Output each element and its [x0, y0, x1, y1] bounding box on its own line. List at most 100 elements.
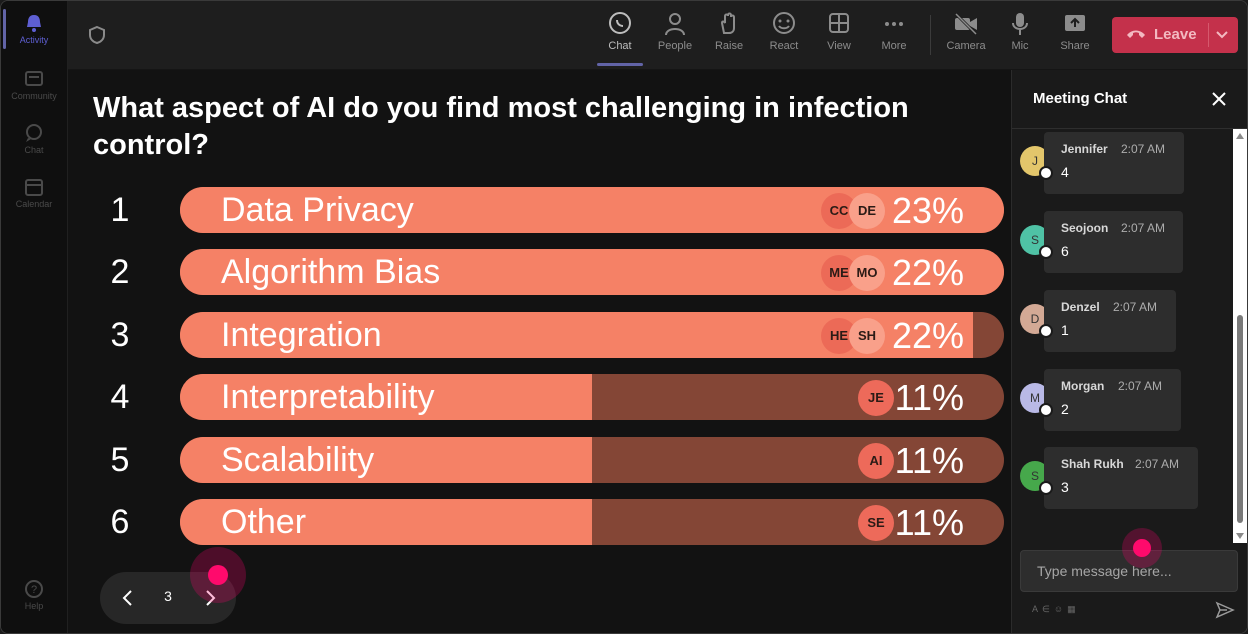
message-bubble[interactable]: Denzel 2:07 AM 1: [1044, 290, 1176, 352]
option-label: Integration: [221, 316, 382, 354]
option-bar[interactable]: Interpretability 11% JE: [180, 374, 1004, 420]
poll-option[interactable]: 1 Data Privacy 23% CC DE: [68, 187, 1010, 235]
presence-status-icon: [1039, 166, 1053, 180]
voter-avatar: AI: [858, 443, 894, 479]
option-bar[interactable]: Data Privacy 23% CC DE: [180, 187, 1004, 233]
chat-icon: [26, 124, 42, 142]
option-label: Data Privacy: [221, 191, 414, 229]
sender-name: Shah Rukh: [1061, 457, 1124, 471]
chat-message: S Seojoon 2:07 AM 6: [1020, 211, 1230, 275]
chat-message: J Jennifer 2:07 AM 4: [1020, 132, 1230, 196]
chevron-right-icon[interactable]: [198, 586, 222, 610]
leave-button[interactable]: Leave: [1112, 17, 1238, 53]
gif-icon[interactable]: ▦: [1067, 604, 1080, 614]
chat-scrollbar[interactable]: [1233, 129, 1247, 543]
poll-option[interactable]: 4 Interpretability 11% JE: [68, 374, 1010, 422]
option-bar[interactable]: Scalability 11% AI: [180, 437, 1004, 483]
rail-item-calendar[interactable]: Calendar: [1, 177, 67, 209]
view-button-label: View: [827, 40, 851, 52]
rail-label: Calendar: [15, 199, 53, 209]
option-bar[interactable]: Other 11% SE: [180, 499, 1004, 545]
people-button[interactable]: People: [648, 11, 702, 52]
message-timestamp: 2:07 AM: [1113, 300, 1158, 314]
chevron-left-icon[interactable]: [116, 586, 140, 610]
scroll-up-arrow-icon[interactable]: [1236, 133, 1244, 139]
option-label: Other: [221, 503, 307, 541]
format-toolbar[interactable]: A∈☺▦: [1032, 604, 1080, 615]
camera-button[interactable]: Camera: [939, 11, 993, 52]
community-icon: [25, 71, 43, 86]
people-button-label: People: [657, 40, 693, 52]
chat-message-list[interactable]: J Jennifer 2:07 AM 4 S Seojoon 2:07 AM 6 D Denzel…: [1012, 129, 1234, 543]
view-button[interactable]: View: [812, 11, 866, 52]
calendar-icon: [25, 179, 43, 196]
option-label: Interpretability: [221, 378, 435, 416]
message-bubble[interactable]: Morgan 2:07 AM 2: [1044, 369, 1181, 431]
chat-message: D Denzel 2:07 AM 1: [1020, 290, 1230, 354]
rail-item-community[interactable]: Community: [1, 69, 67, 101]
shield-icon: [89, 25, 105, 45]
rail-item-chat[interactable]: Chat: [1, 123, 67, 155]
voter-avatar: CC: [821, 193, 857, 229]
option-number: 1: [110, 191, 130, 229]
react-button[interactable]: React: [757, 11, 811, 52]
leave-divider: [1208, 23, 1209, 47]
voter-avatar: DE: [849, 193, 885, 229]
toolbar-divider: [930, 15, 931, 55]
rail-item-activity[interactable]: Activity: [1, 13, 67, 45]
smiley-icon: [773, 12, 795, 34]
option-bar[interactable]: Integration 22% HE SH: [180, 312, 1004, 358]
leave-button-label: Leave: [1154, 26, 1197, 43]
option-bar-fill: [180, 374, 592, 420]
presence-status-icon: [1039, 245, 1053, 259]
chevron-down-icon[interactable]: [1214, 26, 1230, 42]
presence-status-icon: [1039, 324, 1053, 338]
chat-title: Meeting Chat: [1033, 90, 1128, 107]
chat-bubble-icon: [609, 12, 631, 34]
poll-question: What aspect of AI do you find most chall…: [93, 92, 909, 161]
option-number: 2: [110, 253, 130, 291]
more-button-label: More: [881, 40, 907, 52]
voter-avatar: SH: [849, 318, 885, 354]
message-bubble[interactable]: Seojoon 2:07 AM 6: [1044, 211, 1183, 273]
mic-button[interactable]: Mic: [993, 11, 1047, 52]
meeting-toolbar: [68, 1, 1247, 70]
camera-button-label: Camera: [946, 40, 986, 52]
chat-message: S Shah Rukh 2:07 AM 3: [1020, 447, 1230, 511]
message-text: 3: [1061, 479, 1069, 495]
scroll-thumb[interactable]: [1237, 315, 1243, 523]
option-bar-fill: [180, 437, 592, 483]
rail-item-help[interactable]: ? Help: [1, 579, 67, 611]
poll-option[interactable]: 6 Other 11% SE: [68, 499, 1010, 547]
poll-option[interactable]: 5 Scalability 11% AI: [68, 437, 1010, 485]
message-text: 6: [1061, 243, 1069, 259]
voter-avatar: JE: [858, 380, 894, 416]
chat-message: M Morgan 2:07 AM 2: [1020, 369, 1230, 433]
message-bubble[interactable]: Jennifer 2:07 AM 4: [1044, 132, 1184, 194]
raise-button-label: Raise: [714, 40, 744, 52]
rail-label: Help: [24, 601, 44, 611]
poll-option[interactable]: 3 Integration 22% HE SH: [68, 312, 1010, 360]
chat-message-input[interactable]: [1020, 550, 1238, 592]
attach-icon[interactable]: ∈: [1042, 604, 1054, 614]
more-button[interactable]: More: [867, 11, 921, 52]
share-button[interactable]: Share: [1048, 11, 1102, 52]
raise-hand-button[interactable]: Raise: [702, 11, 756, 52]
hang-up-icon: [1127, 30, 1145, 38]
people-icon: [665, 13, 685, 36]
send-icon[interactable]: [1215, 600, 1235, 620]
option-bar-fill: [180, 499, 592, 545]
close-icon[interactable]: [1210, 90, 1228, 108]
emoji-icon[interactable]: ☺: [1053, 604, 1068, 614]
message-text: 4: [1061, 164, 1069, 180]
message-bubble[interactable]: Shah Rukh 2:07 AM 3: [1044, 447, 1198, 509]
chat-button[interactable]: Chat: [593, 11, 647, 52]
option-percent: 22%: [891, 315, 964, 356]
format-icon[interactable]: A: [1032, 604, 1043, 614]
scroll-down-arrow-icon[interactable]: [1236, 533, 1244, 539]
option-bar[interactable]: Algorithm Bias 22% ME MO: [180, 249, 1004, 295]
option-number: 6: [110, 503, 130, 541]
poll-option[interactable]: 2 Algorithm Bias 22% ME MO: [68, 249, 1010, 297]
presence-status-icon: [1039, 403, 1053, 417]
